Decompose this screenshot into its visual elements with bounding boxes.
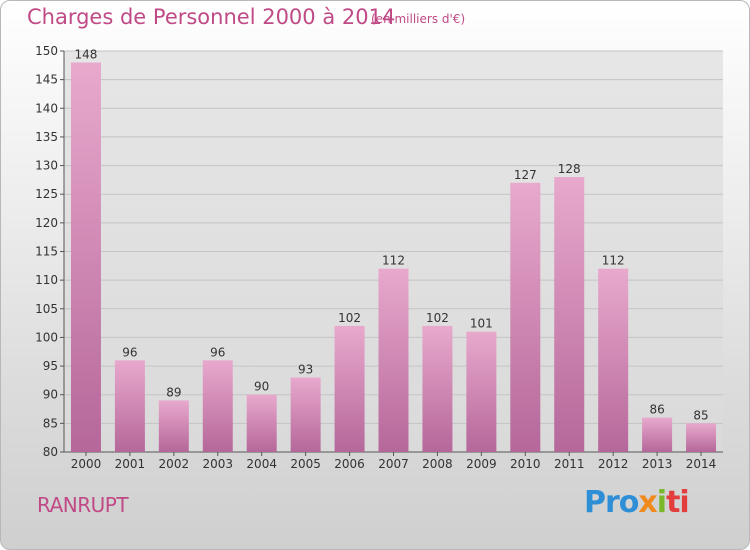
y-tick-label: 120 [35, 216, 58, 230]
bar-2013 [642, 417, 673, 452]
x-tick-label: 2012 [598, 457, 629, 471]
y-tick-label: 105 [35, 302, 58, 316]
x-tick-label: 2006 [334, 457, 365, 471]
data-label: 96 [122, 345, 137, 359]
y-tick-label: 150 [35, 44, 58, 58]
data-label: 102 [426, 311, 449, 325]
data-label: 112 [382, 254, 405, 268]
x-tick-label: 2005 [290, 457, 321, 471]
labels: 148 2000 96 2001 89 2002 96 2003 90 2004 93 2005 102… [71, 47, 717, 471]
bar-2007 [378, 268, 409, 452]
y-tick-label: 135 [35, 130, 58, 144]
data-label: 89 [166, 385, 181, 399]
place-name: RANRUPT [37, 493, 129, 517]
x-tick-label: 2008 [422, 457, 453, 471]
bar-2011 [554, 177, 585, 452]
y-tick-label: 100 [35, 330, 58, 344]
y-tick-label: 95 [43, 359, 58, 373]
bars [70, 62, 717, 452]
bar-2004 [246, 394, 277, 452]
bar-2006 [334, 325, 365, 452]
data-label: 112 [602, 254, 625, 268]
bar-2005 [290, 377, 321, 452]
x-tick-label: 2014 [686, 457, 717, 471]
data-label: 127 [514, 168, 537, 182]
bar-2000 [70, 62, 101, 452]
bar-2014 [686, 423, 717, 452]
x-tick-label: 2010 [510, 457, 541, 471]
data-label: 101 [470, 317, 493, 331]
x-tick-label: 2013 [642, 457, 673, 471]
data-label: 148 [75, 47, 98, 61]
x-tick-label: 2003 [202, 457, 233, 471]
bar-2003 [202, 360, 233, 452]
y-tick-label: 115 [35, 245, 58, 259]
x-tick-label: 2007 [378, 457, 409, 471]
y-tick-label: 130 [35, 159, 58, 173]
x-tick-label: 2002 [159, 457, 190, 471]
y-tick-label: 85 [43, 416, 58, 430]
data-label: 128 [558, 162, 581, 176]
data-label: 85 [693, 408, 708, 422]
y-tick-label: 90 [43, 388, 58, 402]
x-tick-label: 2011 [554, 457, 585, 471]
bar-2008 [422, 325, 453, 452]
x-tick-label: 2001 [115, 457, 146, 471]
y-tick-label: 80 [43, 445, 58, 459]
chart-subtitle: (en milliers d'€) [371, 12, 466, 26]
y-tick-label: 145 [35, 73, 58, 87]
proxiti-logo: Proxiti [584, 485, 690, 520]
bar-2001 [114, 360, 145, 452]
x-tick-label: 2000 [71, 457, 102, 471]
data-label: 93 [298, 363, 313, 377]
bar-2012 [598, 268, 629, 452]
x-tick-label: 2009 [466, 457, 497, 471]
bar-2002 [158, 400, 189, 452]
y-tick-label: 110 [35, 273, 58, 287]
x-tick-label: 2004 [246, 457, 277, 471]
y-tick-label: 140 [35, 101, 58, 115]
chart-title: Charges de Personnel 2000 à 2014 [27, 5, 396, 29]
data-label: 96 [210, 345, 225, 359]
data-label: 90 [254, 380, 269, 394]
data-label: 86 [649, 403, 664, 417]
bar-2009 [466, 331, 497, 452]
y-tick-label: 125 [35, 187, 58, 201]
data-label: 102 [338, 311, 361, 325]
bar-2010 [510, 182, 541, 452]
